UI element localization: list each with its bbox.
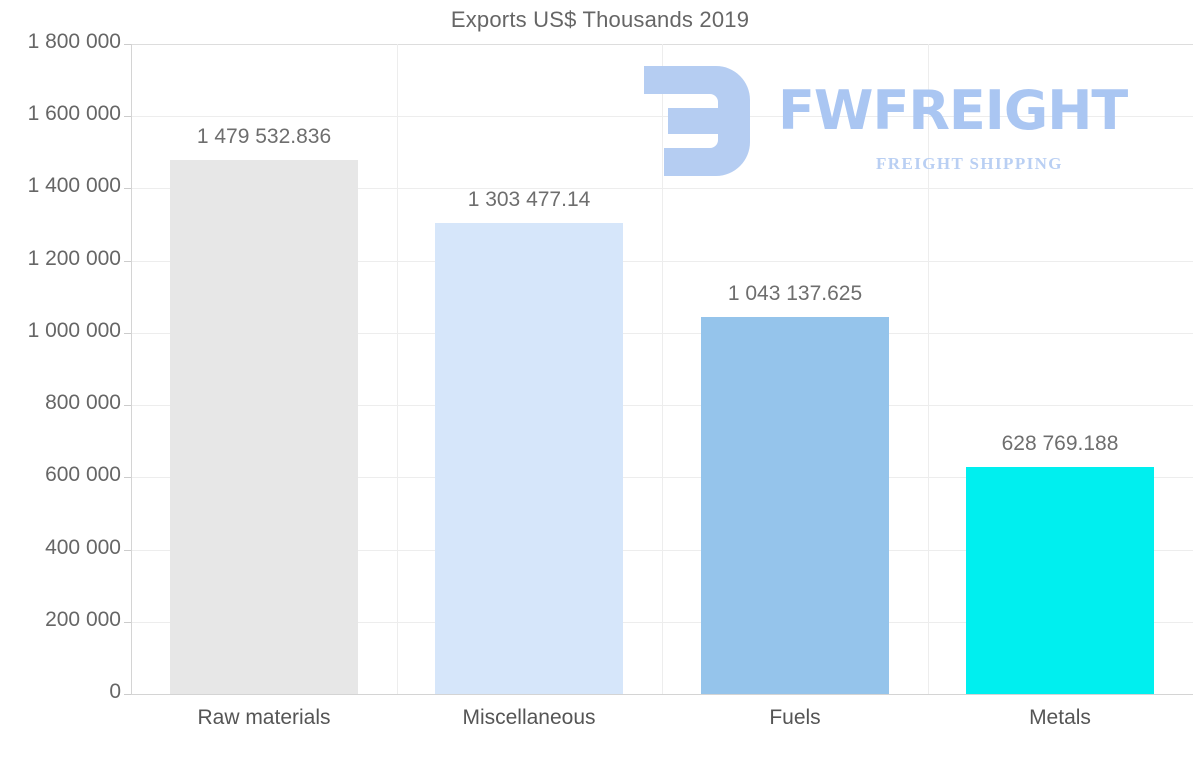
- y-axis-tick-mark: [124, 550, 131, 551]
- y-axis-tick-label: 200 000: [45, 607, 121, 631]
- chart-title: Exports US$ Thousands 2019: [450, 7, 750, 32]
- plot-area: [131, 44, 1193, 694]
- y-axis-tick-label: 0: [109, 680, 121, 703]
- x-axis-tick-label: Fuels: [769, 706, 821, 729]
- gridline-vertical: [662, 44, 663, 694]
- y-axis-tick-label: 1 800 000: [27, 30, 121, 53]
- y-axis-tick-mark: [124, 333, 131, 334]
- y-axis-tick-mark: [124, 622, 131, 623]
- y-axis-tick-label: 1 000 000: [27, 318, 121, 342]
- y-axis-tick-label: 1 400 000: [27, 174, 121, 198]
- bar-miscellaneous[interactable]: [435, 223, 623, 694]
- y-axis-tick-label: 600 000: [45, 463, 121, 487]
- y-axis-tick-mark: [124, 188, 131, 189]
- y-axis-labels: 0 200 000 400 000 600 000 800 000 1 000 000 1 …: [0, 0, 121, 763]
- bar-value-label: 1 043 137.625: [727, 282, 863, 305]
- y-axis-tick-mark: [124, 44, 131, 45]
- y-axis-tick-mark: [124, 477, 131, 478]
- gridline-vertical: [397, 44, 398, 694]
- y-axis-line: [131, 44, 132, 695]
- y-axis-tick-label: 1 600 000: [27, 102, 121, 126]
- y-axis-tick-label: 800 000: [45, 391, 121, 415]
- y-axis-tick-label: 400 000: [45, 535, 121, 559]
- y-axis-tick-label: 1 200 000: [27, 246, 121, 270]
- y-axis-tick-mark: [124, 405, 131, 406]
- y-axis-tick-mark: [124, 116, 131, 117]
- bar-value-label: 628 769.188: [1001, 432, 1119, 455]
- x-axis-tick-label: Metals: [1029, 706, 1091, 729]
- y-axis-tick-mark: [124, 694, 131, 695]
- x-axis-tick-label: Raw materials: [197, 706, 331, 729]
- gridline-vertical: [928, 44, 929, 694]
- bar-value-label: 1 303 477.14: [467, 188, 591, 211]
- y-axis-tick-mark: [124, 261, 131, 262]
- bar-metals[interactable]: [966, 467, 1154, 694]
- x-axis-line: [131, 694, 1193, 695]
- bar-fuels[interactable]: [701, 317, 889, 694]
- bar-value-label: 1 479 532.836: [196, 125, 332, 148]
- bar-raw-materials[interactable]: [170, 160, 358, 694]
- x-axis-tick-label: Miscellaneous: [462, 706, 596, 729]
